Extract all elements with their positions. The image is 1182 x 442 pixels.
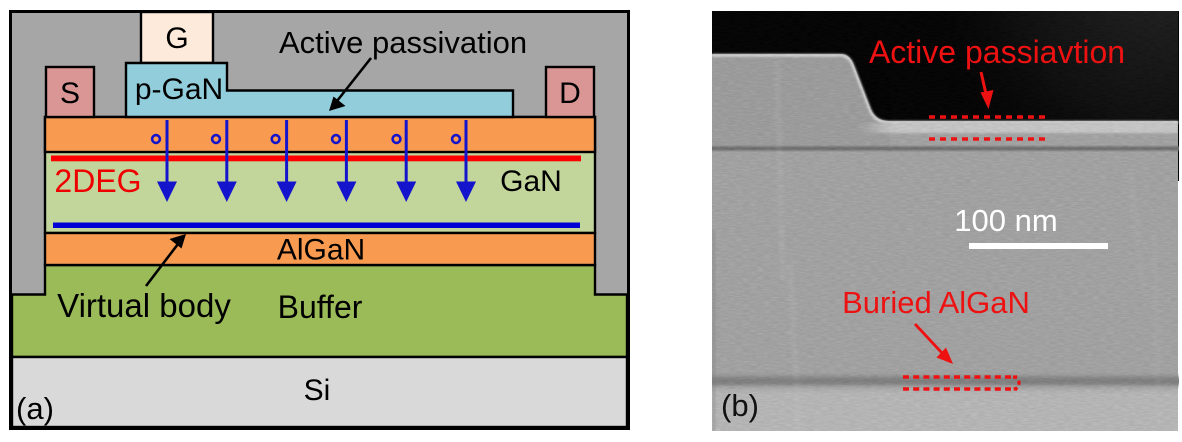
svg-text:D: D <box>559 77 581 110</box>
svg-text:Active passivation: Active passivation <box>279 25 527 60</box>
svg-text:Buried AlGaN: Buried AlGaN <box>842 285 1030 320</box>
svg-text:p-GaN: p-GaN <box>135 73 223 106</box>
svg-text:G: G <box>165 22 188 55</box>
svg-text:100 nm: 100 nm <box>954 203 1057 238</box>
svg-text:Buffer: Buffer <box>278 289 363 325</box>
svg-text:AlGaN: AlGaN <box>277 234 365 267</box>
svg-text:Si: Si <box>304 374 331 407</box>
svg-text:(b): (b) <box>721 388 759 423</box>
svg-text:S: S <box>60 77 80 110</box>
svg-text:Active passiavtion: Active passiavtion <box>869 34 1125 70</box>
svg-text:Virtual body: Virtual body <box>57 287 231 324</box>
svg-text:2DEG: 2DEG <box>54 163 141 199</box>
svg-text:GaN: GaN <box>500 165 562 198</box>
svg-text:(a): (a) <box>16 391 54 426</box>
